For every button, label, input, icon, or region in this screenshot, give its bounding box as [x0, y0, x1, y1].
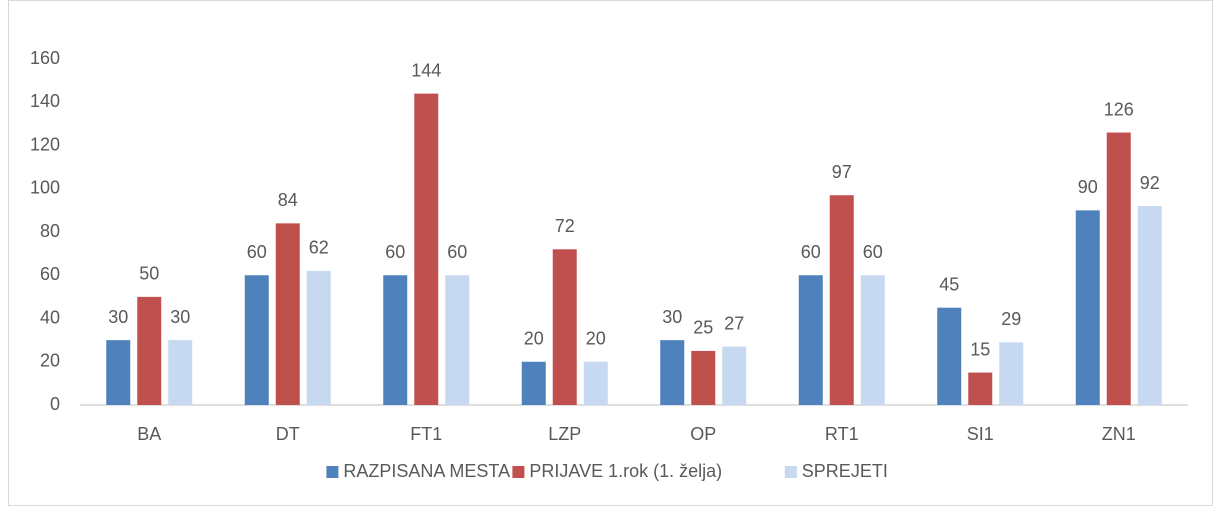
y-tick-label: 40: [40, 307, 60, 327]
x-tick-label: DT: [276, 424, 300, 444]
bar: [306, 270, 331, 405]
bar: [414, 93, 439, 405]
value-label: 15: [970, 339, 990, 359]
bar: [1075, 210, 1100, 405]
value-label: 126: [1104, 99, 1134, 119]
y-tick-label: 120: [30, 134, 60, 154]
value-label: 60: [247, 242, 267, 262]
chart-border: [8, 0, 1213, 506]
bar: [660, 340, 685, 405]
bar: [168, 340, 193, 405]
y-tick-label: 60: [40, 264, 60, 284]
legend-label: PRIJAVE 1.rok (1. želja): [529, 461, 722, 481]
y-tick-label: 80: [40, 221, 60, 241]
value-label: 97: [832, 162, 852, 182]
value-label: 50: [139, 264, 159, 284]
value-label: 29: [1001, 309, 1021, 329]
value-label: 20: [524, 329, 544, 349]
value-label: 25: [693, 318, 713, 338]
bar: [798, 275, 823, 405]
bar: [552, 249, 577, 405]
y-tick-label: 140: [30, 91, 60, 111]
value-label: 60: [801, 242, 821, 262]
value-label: 90: [1078, 177, 1098, 197]
legend-swatch: [512, 466, 525, 478]
bar: [383, 275, 408, 405]
bar: [137, 296, 162, 405]
legend-swatch: [326, 466, 339, 478]
bar: [829, 195, 854, 405]
value-label: 27: [724, 313, 744, 333]
value-label: 84: [278, 190, 298, 210]
bar: [691, 350, 716, 405]
bar: [521, 361, 546, 405]
x-tick-label: FT1: [410, 424, 442, 444]
bar: [722, 346, 747, 405]
y-tick-label: 0: [50, 394, 60, 414]
y-tick-label: 20: [40, 351, 60, 371]
bar: [1106, 132, 1131, 405]
value-label: 30: [662, 307, 682, 327]
x-tick-label: LZP: [548, 424, 581, 444]
value-label: 60: [385, 242, 405, 262]
y-tick-label: 100: [30, 178, 60, 198]
bar: [937, 307, 962, 405]
y-tick-label: 160: [30, 48, 60, 68]
bar: [106, 340, 131, 405]
bar: [860, 275, 885, 405]
value-label: 60: [863, 242, 883, 262]
value-label: 60: [447, 242, 467, 262]
value-label: 20: [586, 329, 606, 349]
legend-label: SPREJETI: [802, 461, 888, 481]
legend-swatch: [784, 466, 797, 478]
value-label: 30: [170, 307, 190, 327]
x-tick-label: ZN1: [1102, 424, 1136, 444]
value-label: 144: [411, 60, 441, 80]
legend-label: RAZPISANA MESTA: [343, 461, 510, 481]
bar: [999, 342, 1024, 405]
bar: [1137, 206, 1162, 405]
value-label: 30: [108, 307, 128, 327]
x-tick-label: BA: [137, 424, 161, 444]
bar: [275, 223, 300, 405]
bar: [244, 275, 269, 405]
x-tick-label: RT1: [825, 424, 859, 444]
value-label: 72: [555, 216, 575, 236]
value-label: 45: [939, 274, 959, 294]
value-label: 92: [1140, 173, 1160, 193]
bar: [583, 361, 608, 405]
bar: [968, 372, 993, 405]
bar: [445, 275, 470, 405]
value-label: 62: [309, 238, 329, 258]
x-tick-label: SI1: [967, 424, 994, 444]
x-tick-label: OP: [690, 424, 716, 444]
